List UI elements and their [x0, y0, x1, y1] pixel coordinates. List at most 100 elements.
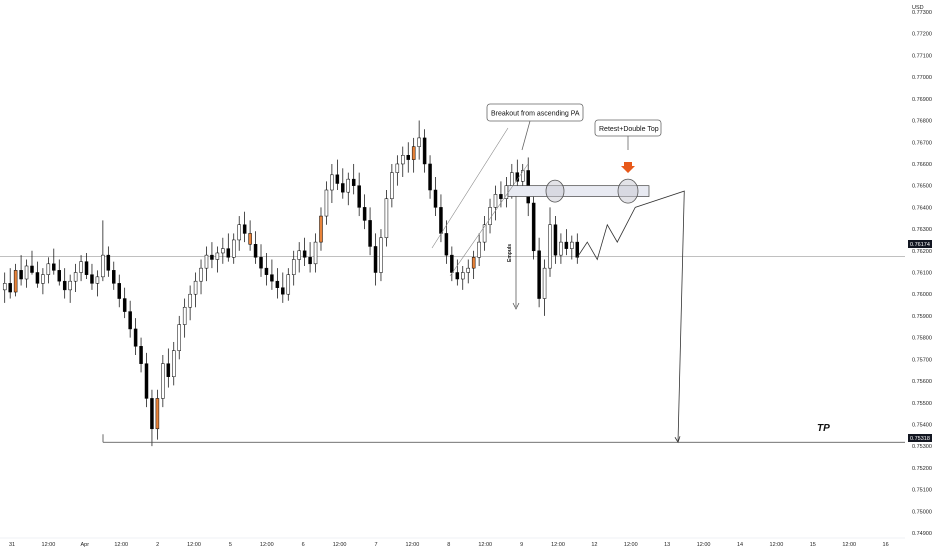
candle-body	[182, 306, 187, 325]
candle-body	[390, 172, 394, 199]
price-tick-label: 0.75300	[912, 444, 932, 450]
candle-body	[319, 215, 323, 243]
candle-body	[46, 263, 51, 275]
time-tick-label: 8	[447, 542, 450, 548]
candle-body	[150, 398, 154, 430]
projected-arrowhead	[674, 436, 681, 444]
candle-body	[461, 272, 465, 280]
candle-body	[30, 265, 34, 273]
candle-body	[62, 280, 67, 291]
candle-body	[188, 293, 192, 308]
price-tick-label: 0.75400	[912, 422, 932, 428]
time-tick-label: 12:00	[260, 542, 274, 548]
candle-body	[335, 174, 340, 184]
time-tick-label: 12:00	[187, 542, 201, 548]
impulse-label: Empuls	[507, 244, 513, 262]
price-tick-label: 0.75500	[912, 401, 932, 407]
candle-body	[139, 346, 143, 364]
price-tick-label: 0.76000	[912, 292, 932, 298]
price-tick-label: 0.76400	[912, 205, 932, 211]
candle-body	[362, 207, 367, 221]
candle-body	[166, 363, 171, 377]
candle-body	[515, 172, 520, 182]
breakout-callout-pointer	[521, 120, 531, 151]
candle-body	[477, 241, 481, 258]
candle-body	[231, 239, 236, 258]
price-tick-label: 0.77000	[912, 75, 932, 81]
price-tick-label: 0.75000	[912, 509, 932, 515]
candle-body	[406, 155, 410, 160]
candle-body	[133, 328, 138, 347]
time-tick-label: 31	[9, 542, 15, 548]
time-tick-label: 14	[737, 542, 743, 548]
breakout-callout: Breakout from ascending PA	[486, 103, 584, 151]
price-tick-label: 0.75900	[912, 314, 932, 320]
candle-body	[313, 241, 318, 265]
price-tick-label: 0.75800	[912, 336, 932, 342]
candle-body	[112, 270, 116, 284]
candle-body	[379, 237, 383, 273]
candlestick-series	[2, 120, 580, 447]
candle-body	[253, 244, 258, 258]
candle-body	[444, 233, 449, 256]
price-tick-label: 0.76700	[912, 140, 932, 146]
candle-body	[204, 254, 209, 269]
candle-body	[564, 241, 569, 249]
candle-body	[346, 178, 351, 193]
breakout-callout-text: Breakout from ascending PA	[491, 111, 580, 118]
candle-body	[24, 265, 29, 280]
candle-body	[493, 194, 498, 208]
tp-price-tag: 0.75318	[908, 434, 932, 442]
candle-body	[161, 363, 165, 399]
time-tick-label: 2	[156, 542, 159, 548]
candle-body	[106, 254, 111, 271]
resistance-zone	[507, 185, 650, 197]
candle-body	[297, 250, 301, 260]
retest-callout-text: Retest+Double Top	[599, 126, 659, 133]
candle-body	[411, 146, 416, 160]
time-tick-label: 12:00	[770, 542, 784, 548]
candle-body	[428, 163, 432, 191]
candle-body	[226, 248, 231, 258]
time-tick-label: 16	[883, 542, 889, 548]
time-tick-label: 12:00	[697, 542, 711, 548]
candle-body	[395, 163, 400, 173]
breakout-callout-box	[486, 103, 584, 122]
candle-body	[384, 198, 389, 239]
price-tick-label: 0.76600	[912, 162, 932, 168]
price-tick-label: 0.75600	[912, 379, 932, 385]
candle-body	[84, 261, 89, 275]
candle-body	[373, 246, 378, 273]
candle-body	[417, 137, 421, 147]
time-tick-label: 12:00	[333, 542, 347, 548]
candle-body	[177, 324, 181, 351]
price-tick-label: 0.76800	[912, 119, 932, 125]
price-tick-label: 0.76100	[912, 271, 932, 277]
candle-body	[499, 194, 503, 199]
candle-body	[68, 280, 72, 291]
candle-body	[548, 224, 552, 269]
time-axis[interactable]: 31 12:00 Apr 12:00 2 12:00 5 12:00 6 12:00 7 12:00 8…	[0, 537, 905, 548]
price-tick-label: 0.77100	[912, 53, 932, 59]
time-tick-label: 12:00	[406, 542, 420, 548]
price-tick-label: 0.76200	[912, 249, 932, 255]
current-price-tag-text: 0.76174	[910, 242, 930, 248]
retest-callout: Retest+Double Top	[594, 119, 662, 150]
candle-body	[117, 283, 121, 299]
current-price-tag-bg	[908, 240, 932, 248]
time-tick-label: Apr	[81, 542, 90, 548]
price-tick-label: 0.75100	[912, 488, 932, 494]
price-axis[interactable]: 0.77300 0.77200 0.77100 0.77000 0.76900 0.768…	[912, 10, 932, 537]
drawing-layer	[102, 127, 905, 444]
candle-body	[90, 274, 94, 284]
candle-body	[210, 254, 214, 260]
candle-body	[270, 274, 274, 282]
candle-body	[341, 183, 345, 193]
candle-body	[531, 202, 536, 252]
candle-body	[351, 178, 356, 186]
candle-body	[57, 270, 62, 282]
candle-body	[542, 267, 547, 299]
first-top-circle	[545, 179, 565, 203]
candle-body	[401, 155, 405, 165]
